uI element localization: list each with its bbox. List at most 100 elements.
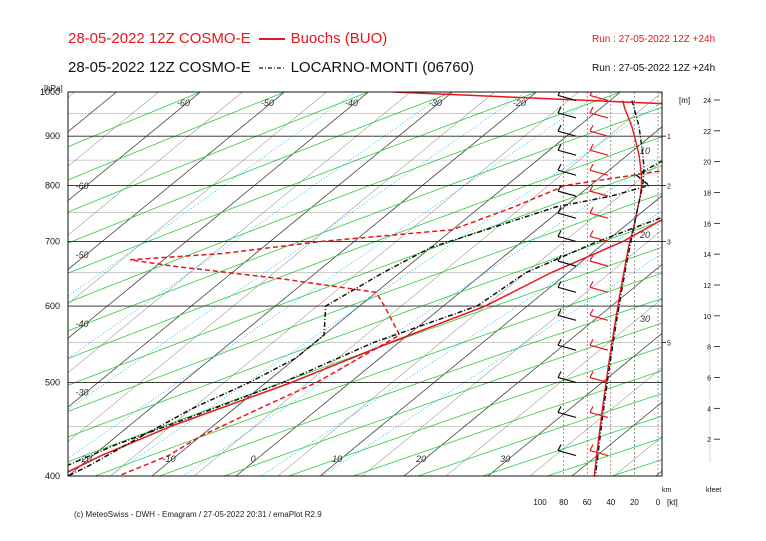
isotherm-top-label: -50 — [261, 98, 274, 108]
isotherm-tick-label: 0 — [251, 454, 256, 464]
kfeet-tick-label: 18 — [703, 191, 711, 198]
isotherm-line — [529, 367, 662, 476]
in-plot-label: 20 — [639, 230, 650, 240]
wind-barb-locarno-feather — [557, 206, 562, 214]
mixing-ratio-line — [68, 92, 603, 459]
wind-barb-buochs — [589, 94, 609, 102]
isotherm-line — [0, 92, 32, 476]
wind-barb-locarno — [557, 212, 577, 219]
isotherm-line — [68, 92, 327, 305]
legend-line-buochs — [258, 38, 285, 41]
isotherm-line — [277, 160, 662, 476]
wind-barb-locarno-feather — [557, 184, 562, 192]
kfeet-unit-label: kfeet — [706, 487, 721, 494]
isotherm-tick-label: -40 — [75, 319, 88, 329]
pressure-tick-label: 400 — [45, 471, 60, 481]
wind-barb-locarno — [557, 94, 577, 102]
isotherm-tick-label: 10 — [332, 454, 342, 464]
wind-barb-buochs — [589, 376, 609, 384]
wind-barb-locarno-feather — [557, 371, 562, 378]
isotherm-line — [109, 92, 579, 476]
wind-speed-tick-label: 100 — [533, 498, 547, 507]
pressure-tick-label: 500 — [45, 377, 60, 387]
wind-barb-buochs — [589, 235, 609, 243]
plot-frame — [67, 91, 663, 477]
wind-barb-buochs — [589, 260, 609, 267]
isotherm-line — [68, 92, 495, 442]
isotherm-line — [487, 332, 662, 476]
wind-barb-locarno — [557, 112, 577, 119]
dry-adiabat-line — [68, 92, 285, 181]
wind-barb-buochs-feather — [589, 281, 594, 288]
isotherm-line — [740, 92, 766, 476]
wind-barb-locarno — [557, 411, 577, 419]
dry-adiabat-line — [94, 272, 662, 476]
isotherm-tick-label: 30 — [500, 454, 510, 464]
height-tick-label: 1 — [667, 134, 671, 141]
kfeet-tick-label: 14 — [703, 252, 711, 259]
wind-barb-locarno-feather — [557, 309, 562, 316]
isotherm-tick-label: -50 — [75, 250, 88, 260]
wind-barb-locarno — [557, 376, 577, 384]
kfeet-tick-label: 16 — [703, 221, 711, 228]
dry-adiabat-line — [223, 322, 662, 476]
isotherm-line — [613, 436, 662, 476]
kfeet-tick-label: 24 — [703, 98, 711, 105]
wind-barb-locarno — [557, 314, 577, 321]
wind-barb-buochs-feather — [589, 444, 594, 451]
wind-barb-buochs-feather — [589, 338, 594, 346]
isotherm-top-label: -30 — [429, 98, 442, 108]
wind-speed-tick-label: 60 — [583, 498, 592, 507]
station-buochs: Buochs (BUO) — [290, 30, 388, 47]
mixing-ratio-line — [321, 253, 662, 476]
isotherm-top-label: -20 — [513, 98, 526, 108]
pressure-unit-label: [hPa] — [44, 84, 63, 93]
isotherm-line — [68, 92, 159, 167]
kfeet-tick-label: 12 — [703, 283, 711, 290]
wind-speed-tick-label: 20 — [630, 498, 639, 507]
isotherm-line — [68, 92, 453, 408]
wind-barb-locarno — [557, 190, 577, 197]
run-info-locarno: Run : 27-05-2022 12Z +24h — [592, 63, 716, 74]
wind-barb-locarno — [557, 169, 577, 176]
wind-barb-buochs-feather — [589, 206, 594, 214]
isotherm-tick-label: 20 — [415, 454, 426, 464]
dry-adiabat-line — [611, 459, 662, 476]
wind-speed-unit-label: [kt] — [667, 498, 678, 507]
credit-text: (c) MeteoSwiss - DWH - Emagram / 27-05-2… — [74, 510, 322, 519]
wind-barb-locarno-feather — [557, 406, 562, 413]
wind-barb-locarno-feather — [557, 163, 562, 171]
isotherm-line — [68, 92, 75, 98]
wind-barb-buochs-feather — [589, 371, 594, 378]
plot-area — [0, 92, 766, 476]
wind-barb-buochs-feather — [589, 184, 594, 192]
wind-barb-buochs-feather — [589, 124, 594, 132]
legend-line-locarno — [258, 67, 285, 69]
isotherm-line — [68, 92, 411, 373]
wind-speed-tick-label: 80 — [559, 498, 568, 507]
pressure-tick-label: 700 — [45, 236, 60, 246]
isotherm-tick-label: -10 — [163, 454, 176, 464]
wind-barb-buochs — [589, 130, 609, 137]
isotherm-line — [68, 92, 243, 236]
kfeet-tick-label: 4 — [707, 406, 711, 413]
pressure-tick-label: 600 — [45, 301, 60, 311]
pressure-tick-label: 1000 — [40, 87, 60, 97]
kfeet-tick-label: 6 — [707, 376, 711, 383]
in-plot-label: 30 — [640, 314, 650, 324]
series-line-buochs-dewpoint — [118, 170, 662, 476]
wind-barb-locarno-feather — [557, 281, 562, 288]
wind-barb-buochs — [589, 212, 609, 219]
height-unit-label: [m] — [679, 96, 690, 105]
wind-barb-locarno — [557, 149, 577, 156]
wind-barb-locarno-feather — [557, 230, 562, 237]
wind-barb-buochs — [589, 411, 609, 419]
wind-speed-line-locarno — [594, 100, 645, 476]
isotherm-tick-label: -60 — [75, 181, 88, 191]
run-label-locarno: 28-05-2022 12Z COSMO-E — [68, 59, 251, 76]
height-tick-label: 3 — [667, 239, 671, 246]
wind-barb-locarno — [557, 286, 577, 293]
isotherm-line — [68, 92, 117, 133]
isotherm-line — [193, 92, 662, 476]
wind-barb-buochs — [589, 286, 609, 293]
